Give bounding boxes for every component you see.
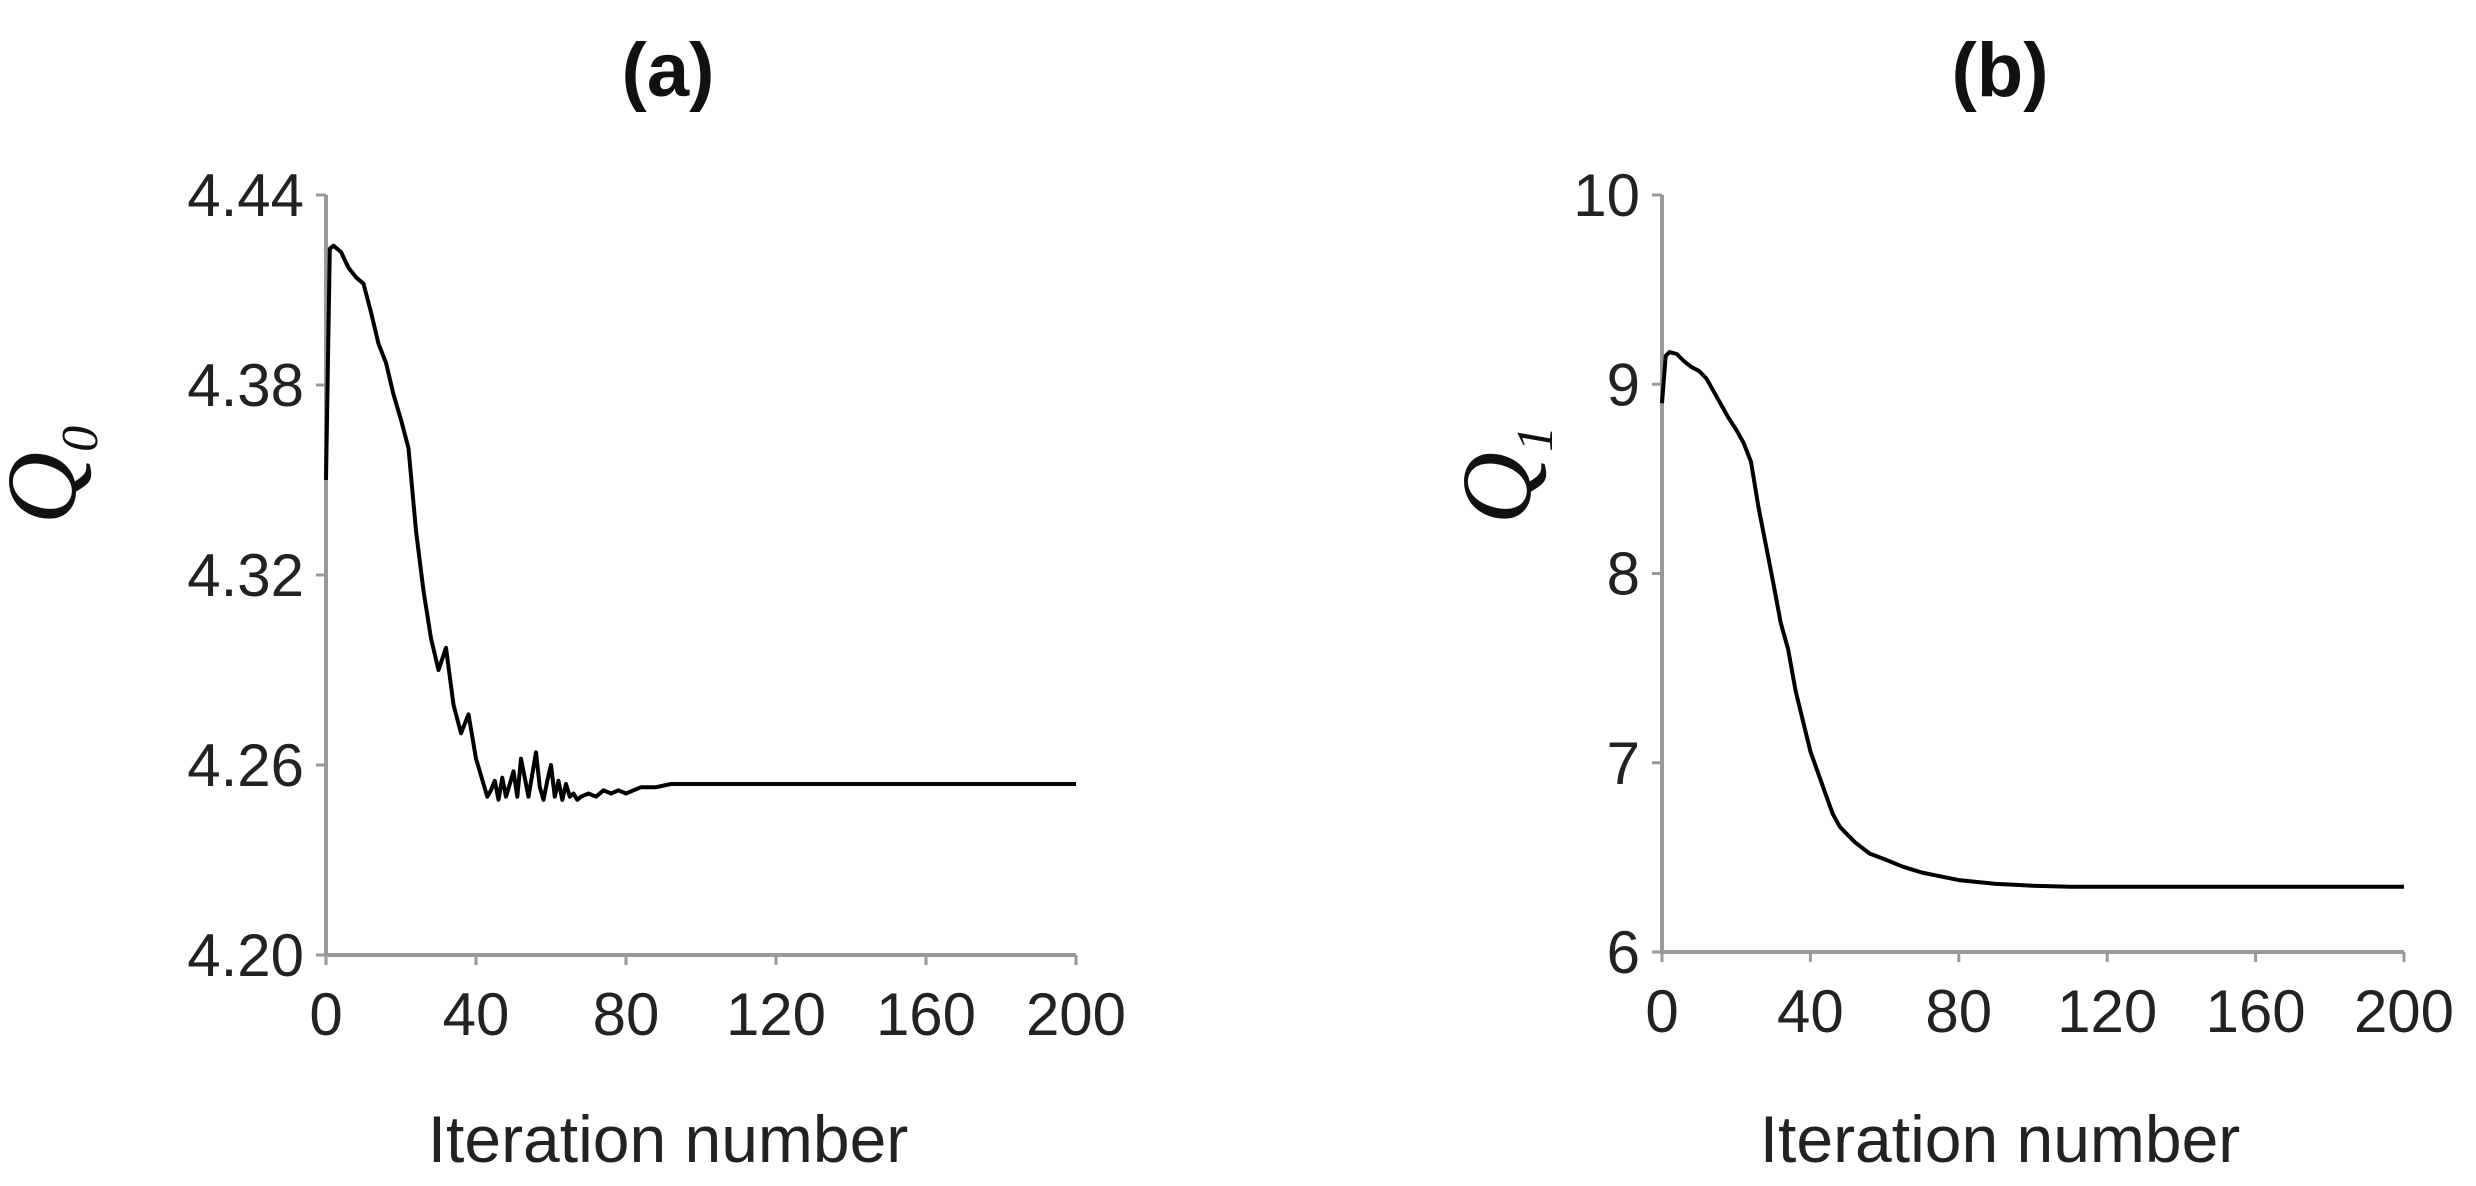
chart-panel-a: (a) Q0 Iteration number 4.204.264.324.38…: [0, 28, 1126, 1176]
x-tick-label: 0: [1645, 978, 1678, 1045]
x-tick-label: 120: [726, 981, 826, 1048]
chart-title: (b): [1951, 28, 2048, 113]
y-tick-label: 6: [1607, 919, 1640, 986]
svg-text:Q1: Q1: [1441, 426, 1564, 524]
y-axis-label-subscript: 1: [1507, 426, 1564, 452]
tick-group: 6 7 8 9 10 0 40 80 120 160 200: [1573, 162, 2454, 1045]
y-tick-label: 9: [1607, 351, 1640, 418]
chart-panel-b: (b) Q1 Iteration number 6 7 8 9 10 0 40 80 120 16…: [1441, 28, 2454, 1176]
y-axis-label-subscript: 0: [52, 426, 109, 452]
tick-group: 4.20 4.26 4.32 4.38 4.44 0 40 80 120 160 200: [187, 162, 1126, 1048]
x-tick-label: 40: [1777, 978, 1844, 1045]
x-axis-label: Iteration number: [428, 1102, 909, 1176]
y-tick-label: 4.44: [187, 162, 304, 229]
x-tick-label: 120: [2057, 978, 2157, 1045]
x-tick-label: 0: [309, 981, 342, 1048]
svg-text:Q0: Q0: [0, 426, 109, 524]
chart-title: (a): [622, 28, 715, 113]
y-axis-label: Q0: [0, 426, 109, 524]
y-tick-label: 8: [1607, 541, 1640, 608]
y-axis-label: Q1: [1441, 426, 1564, 524]
series-line: [324, 243, 1076, 802]
y-tick-label: 4.20: [187, 922, 304, 989]
x-tick-label: 160: [2206, 978, 2306, 1045]
x-tick-label: 80: [1925, 978, 1992, 1045]
x-axis-label: Iteration number: [1760, 1102, 2241, 1176]
y-tick-label: 4.32: [187, 542, 304, 609]
y-axis-label-main: Q: [0, 452, 97, 524]
y-tick-label: 4.26: [187, 732, 304, 799]
y-tick-label: 7: [1607, 730, 1640, 797]
x-tick-label: 200: [1026, 981, 1126, 1048]
y-tick-label: 4.38: [187, 352, 304, 419]
x-tick-label: 80: [593, 981, 660, 1048]
series-line: [1660, 350, 2404, 889]
x-tick-label: 160: [876, 981, 976, 1048]
x-tick-label: 40: [443, 981, 510, 1048]
y-tick-label: 10: [1573, 162, 1640, 229]
x-tick-label: 200: [2354, 978, 2454, 1045]
y-axis-label-main: Q: [1441, 452, 1552, 524]
